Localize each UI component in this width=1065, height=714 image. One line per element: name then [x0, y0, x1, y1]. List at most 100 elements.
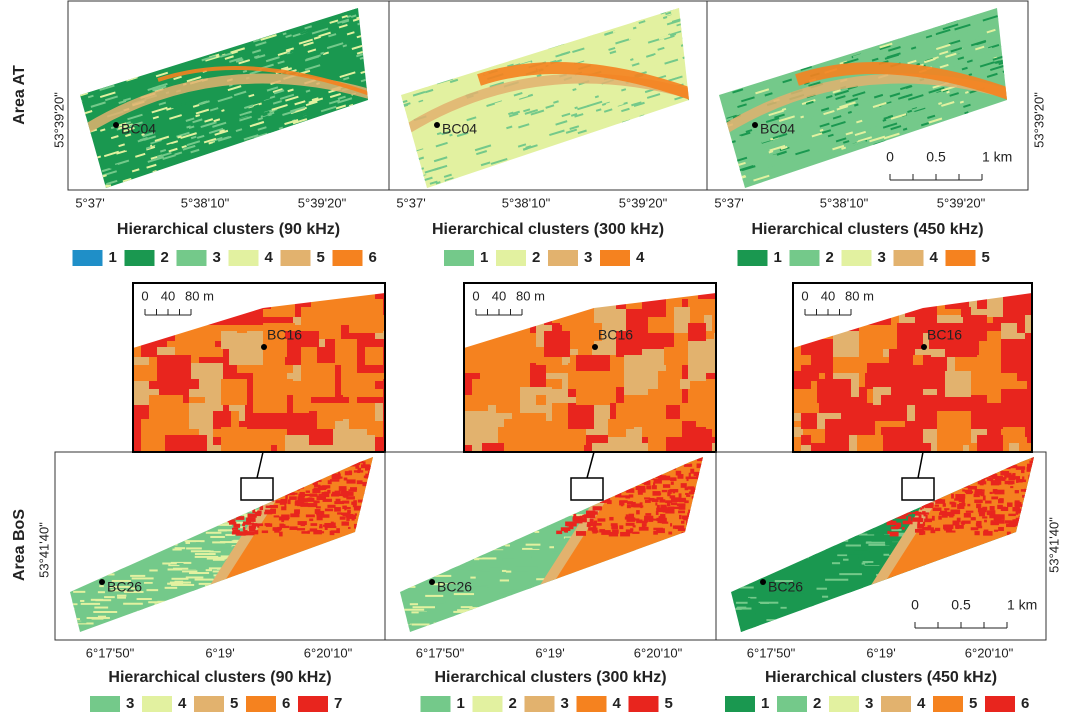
texture [277, 8, 294, 15]
texture [264, 135, 280, 142]
texture [825, 548, 834, 551]
texture [407, 50, 412, 54]
texture [519, 129, 535, 136]
texture [85, 55, 89, 59]
texture [764, 508, 769, 511]
texture [328, 99, 341, 105]
texture [327, 489, 331, 494]
texture [803, 36, 816, 43]
texture [346, 14, 352, 19]
texture [923, 57, 936, 64]
cell [576, 371, 610, 405]
cell [568, 379, 578, 389]
texture [103, 540, 114, 543]
texture [594, 95, 599, 99]
texture [504, 626, 517, 629]
texture [770, 49, 787, 57]
texture [491, 12, 498, 16]
texture [252, 38, 260, 43]
texture [616, 10, 633, 17]
texture [566, 461, 572, 467]
texture [362, 481, 372, 487]
texture [166, 140, 179, 146]
texture [545, 104, 555, 109]
texture [672, 460, 681, 466]
texture [666, 73, 684, 81]
texture [200, 521, 209, 524]
texture [264, 62, 274, 67]
texture [843, 626, 858, 629]
texture [628, 91, 634, 95]
texture [497, 538, 510, 541]
texture [510, 633, 518, 635]
texture [462, 500, 467, 503]
texture [271, 458, 275, 464]
texture [167, 471, 175, 474]
texture [611, 479, 620, 485]
texture [481, 117, 490, 122]
cell [680, 403, 698, 421]
texture [480, 482, 493, 485]
texture [181, 589, 201, 592]
texture [273, 487, 279, 490]
texture [431, 637, 454, 639]
texture [459, 83, 476, 90]
legend-label: 4 [265, 249, 274, 266]
texture [514, 457, 532, 458]
texture [719, 50, 727, 57]
texture [400, 462, 421, 465]
cell [253, 379, 287, 413]
texture [402, 104, 420, 112]
texture [264, 149, 270, 153]
texture [97, 509, 102, 512]
texture [839, 158, 847, 163]
texture [474, 176, 483, 181]
texture [806, 51, 822, 59]
texture [629, 164, 639, 170]
texture [719, 88, 721, 94]
texture [80, 117, 84, 123]
texture [364, 512, 370, 518]
texture [617, 457, 623, 458]
texture [58, 494, 69, 496]
texture [104, 212, 111, 216]
texture [285, 482, 289, 486]
texture [550, 469, 571, 472]
texture [299, 125, 305, 129]
texture [1010, 72, 1019, 76]
texture [801, 99, 816, 106]
texture [581, 574, 593, 577]
texture [203, 510, 223, 513]
texture [192, 480, 203, 483]
texture [400, 558, 411, 561]
texture [123, 55, 139, 62]
texture [462, 465, 485, 468]
texture [170, 561, 192, 564]
texture [211, 136, 223, 142]
texture [182, 519, 197, 522]
texture [245, 481, 261, 484]
texture [490, 54, 495, 58]
texture [197, 499, 221, 502]
texture [281, 467, 286, 471]
texture [164, 618, 188, 621]
texture [171, 181, 178, 185]
texture [315, 506, 321, 509]
texture [933, 5, 938, 8]
texture [856, 100, 871, 107]
texture [837, 20, 848, 26]
texture [536, 478, 549, 481]
texture [73, 590, 86, 593]
texture [171, 577, 189, 580]
texture [94, 636, 114, 638]
texture [516, 580, 530, 583]
survey-area [58, 457, 373, 638]
texture [174, 547, 186, 550]
texture [493, 606, 509, 609]
texture [496, 487, 520, 490]
texture [830, 539, 849, 542]
texture [283, 151, 289, 155]
texture [916, 89, 929, 95]
texture [537, 634, 557, 636]
texture [644, 156, 649, 160]
